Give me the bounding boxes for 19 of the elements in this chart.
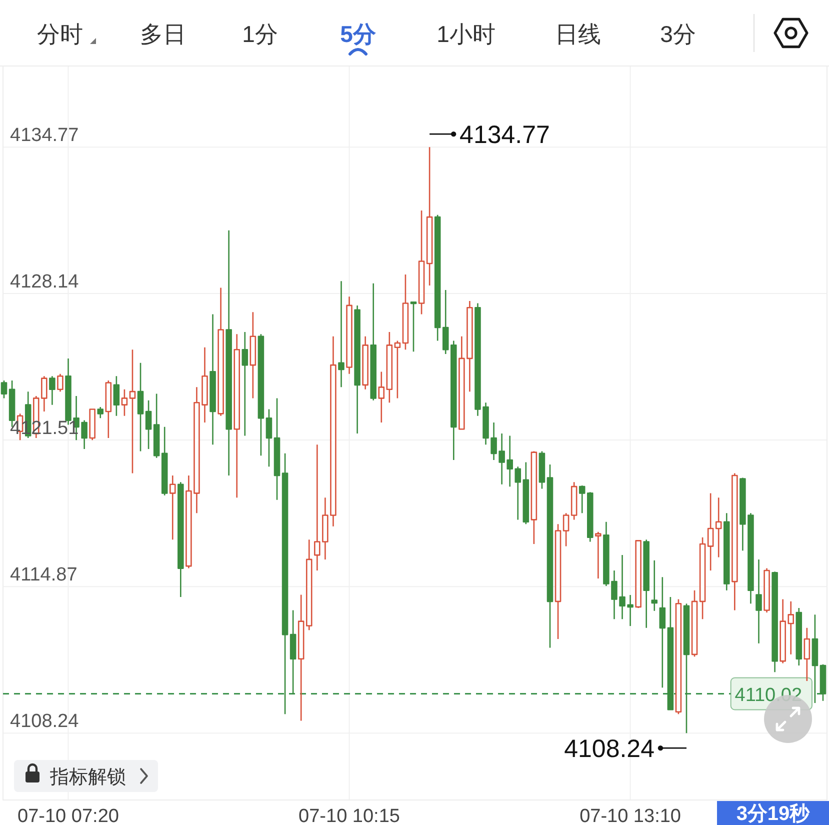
text: 日线 — [555, 21, 601, 47]
text: 3分19秒 — [736, 803, 811, 825]
x-tick-label: 07-10 13:10 — [580, 806, 681, 825]
annotation: 4134.77 — [460, 121, 550, 150]
x-tick-label: 07-10 07:20 — [18, 806, 119, 825]
x-tick-label: 07-10 10:15 — [298, 806, 400, 825]
y-tick-label: 4108.24 — [10, 711, 80, 732]
text: 多日 — [140, 21, 186, 47]
y-tick-label: 4128.14 — [10, 272, 80, 293]
text: 分时 — [37, 21, 83, 47]
text: 1小时 — [436, 21, 496, 47]
annotation: 指标解锁 — [49, 767, 126, 788]
text: 1分 — [242, 21, 278, 47]
y-tick-label: 4134.77 — [10, 125, 79, 146]
ref-line-label: 4110.02 — [734, 684, 802, 706]
annotation: 4108.24 — [564, 735, 655, 764]
text: 3分 — [660, 21, 696, 47]
text: 5分 — [340, 21, 377, 47]
y-tick-label: 4114.87 — [10, 564, 78, 586]
